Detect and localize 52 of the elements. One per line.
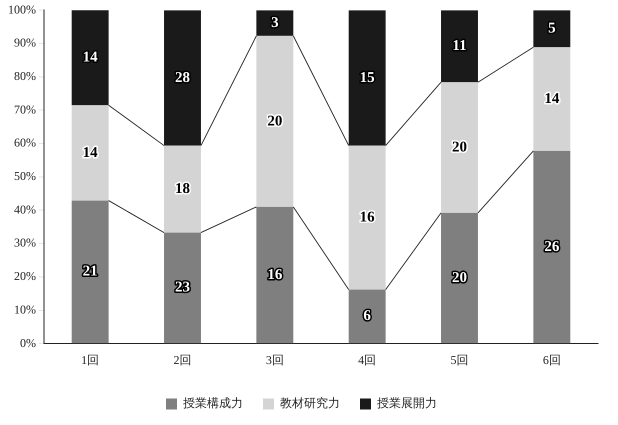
annotation: 15 — [360, 70, 375, 86]
y-tick-label: 60% — [14, 136, 36, 150]
x-tick-label: 3回 — [266, 352, 284, 367]
x-tick-label: 2回 — [173, 352, 192, 367]
y-tick-label: 50% — [14, 169, 36, 184]
annotation: 3 — [271, 14, 279, 31]
y-tick-label: 100% — [8, 2, 36, 16]
bar — [72, 10, 109, 106]
y-tick-label: 90% — [14, 36, 36, 50]
annotation: 20 — [452, 270, 467, 286]
bar — [72, 105, 109, 201]
annotation: 18 — [174, 180, 190, 197]
x-tick-label: 6回 — [542, 352, 561, 367]
bar — [441, 82, 478, 213]
bar — [348, 290, 386, 344]
bar — [164, 232, 201, 344]
annotation: 26 — [544, 238, 560, 255]
annotation: 20 — [267, 113, 282, 130]
bar — [533, 47, 570, 151]
annotation: 16 — [360, 209, 376, 226]
x-tick-label: 4回 — [358, 352, 376, 367]
annotation: 11 — [452, 38, 467, 54]
legend-label: 授業展開力 — [377, 396, 437, 410]
y-tick-label: 40% — [14, 202, 36, 216]
x-tick-label: 5回 — [450, 352, 468, 367]
annotation: 14 — [82, 144, 98, 161]
annotation: 20 — [452, 139, 467, 156]
y-tick-label: 20% — [14, 269, 36, 284]
bar — [533, 10, 570, 48]
y-tick-label: 80% — [14, 69, 36, 84]
legend-label: 教材研究力 — [280, 396, 340, 410]
annotation: 28 — [174, 70, 190, 86]
annotation: 14 — [82, 49, 98, 66]
y-tick-label: 0% — [20, 336, 36, 350]
y-tick-label: 10% — [14, 302, 36, 316]
bar — [256, 36, 294, 207]
y-tick-label: 70% — [14, 102, 36, 116]
bar — [256, 206, 294, 344]
x-tick-label: 1回 — [81, 352, 100, 367]
legend-label: 授業構成力 — [183, 396, 243, 410]
y-tick-label: 30% — [14, 236, 36, 250]
bar — [441, 212, 478, 344]
annotation: 6 — [363, 308, 372, 324]
annotation: 5 — [548, 20, 556, 37]
annotation: 21 — [82, 264, 98, 280]
bar — [72, 200, 109, 344]
bar — [533, 150, 570, 344]
bar — [348, 146, 386, 290]
annotation: 14 — [544, 90, 560, 107]
bar — [164, 146, 201, 233]
annotation: 16 — [267, 266, 283, 283]
annotation: 23 — [174, 280, 190, 296]
